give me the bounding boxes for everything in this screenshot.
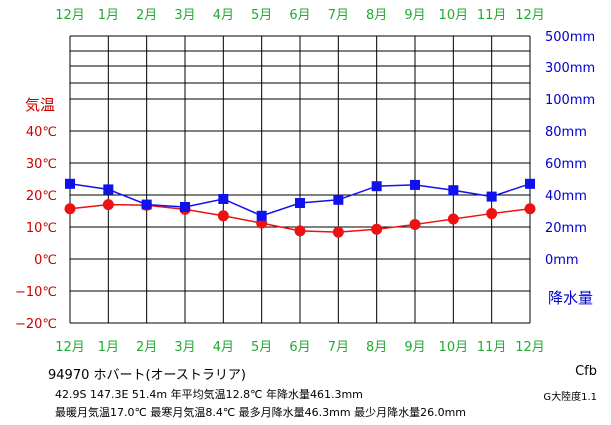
continentality: G大陸度1.1 [543,392,597,403]
month-label-top: 6月 [289,8,310,23]
month-label-top: 4月 [213,8,234,23]
temperature-point [524,203,536,215]
station-extremes: 最暖月気温17.0℃ 最寒月気温8.4℃ 最多月降水量46.3mm 最少月降水量… [55,406,467,419]
precipitation-point [410,179,420,190]
precipitation-point [333,194,344,205]
chart-grid [69,35,531,324]
precipitation-tick-label: 100mm [545,93,595,108]
month-label-top: 2月 [136,8,157,23]
precipitation-tick-label: 80mm [545,125,587,140]
temperature-point [102,199,114,211]
month-label-top: 3月 [174,8,195,23]
temperature-tick-label: 30℃ [26,157,57,172]
month-label-bottom: 7月 [328,340,349,355]
month-label-bottom: 2月 [136,340,157,355]
precipitation-tick-label: 0mm [545,253,579,268]
temperature-point [64,203,76,215]
precipitation-tick-label: 60mm [545,157,587,172]
temperature-point [294,225,306,237]
month-label-bottom: 11月 [477,340,507,355]
precipitation-point [486,191,497,202]
month-label-bottom: 4月 [213,340,234,355]
precipitation-point [256,210,267,221]
climate-chart: 12月 1月 2月 3月 4月 5月 6月 7月 8月 9月 10月 11月 12月 12月 1月 2月 3月 4… [15,8,595,355]
month-label-top: 9月 [404,8,425,23]
month-label-top: 12月 [55,8,85,23]
precipitation-point [295,198,305,208]
temperature-axis-title: 気温 [25,96,55,114]
station-summary: 42.9S 147.3E 51.4m 年平均気温12.8℃ 年降水量461.3m… [55,388,363,401]
month-label-bottom: 6月 [289,340,310,355]
month-label-bottom: 3月 [174,340,195,355]
precipitation-point [65,178,75,189]
temperature-tick-label: 20℃ [26,189,57,204]
climate-class: Cfb [575,364,597,379]
precipitation-tick-label: 40mm [545,189,587,204]
precipitation-tick-label: 300mm [545,61,595,76]
temperature-axis: 気温 40℃ 30℃ 20℃ 10℃ 0℃ −10℃ −20℃ [15,96,57,332]
month-label-top: 5月 [251,8,272,23]
month-label-top: 12月 [515,8,545,23]
month-label-top: 11月 [477,8,507,23]
month-labels: 12月 1月 2月 3月 4月 5月 6月 7月 8月 9月 10月 11月 12月 12月 1月 2月 3月 4… [55,8,545,355]
precipitation-point [180,202,190,212]
temperature-tick-label: 10℃ [26,221,57,236]
precipitation-point [103,184,114,195]
temperature-point [371,223,383,235]
temperature-point [332,226,344,238]
precipitation-point [141,199,152,210]
precipitation-axis: 500mm 300mm 100mm 80mm 60mm 40mm 20mm 0mm 降水量 [545,30,595,307]
month-label-bottom: 5月 [251,340,272,355]
precipitation-point [371,181,382,192]
precipitation-axis-title: 降水量 [548,289,593,307]
month-label-top: 10月 [439,8,469,23]
month-label-top: 7月 [328,8,349,23]
month-label-bottom: 10月 [439,340,469,355]
temperature-point [217,210,229,222]
temperature-tick-label: −10℃ [15,285,57,300]
precipitation-point [448,185,459,196]
month-label-bottom: 9月 [404,340,425,355]
temperature-tick-label: 0℃ [34,253,57,268]
precipitation-point [218,194,229,204]
temperature-point [409,218,421,230]
temperature-point [447,213,459,225]
precipitation-tick-label: 500mm [545,30,595,45]
month-label-top: 8月 [366,8,387,23]
temperature-tick-label: 40℃ [26,125,57,140]
station-name: 94970 ホバート(オーストラリア) [48,368,246,383]
month-label-top: 1月 [98,8,119,23]
temperature-point [486,208,498,220]
temperature-tick-label: −20℃ [15,317,57,332]
precipitation-tick-label: 20mm [545,221,587,236]
month-label-bottom: 12月 [515,340,545,355]
month-label-bottom: 12月 [55,340,85,355]
month-label-bottom: 1月 [98,340,119,355]
month-label-bottom: 8月 [366,340,387,355]
chart-series [64,178,536,238]
precipitation-point [525,178,535,189]
